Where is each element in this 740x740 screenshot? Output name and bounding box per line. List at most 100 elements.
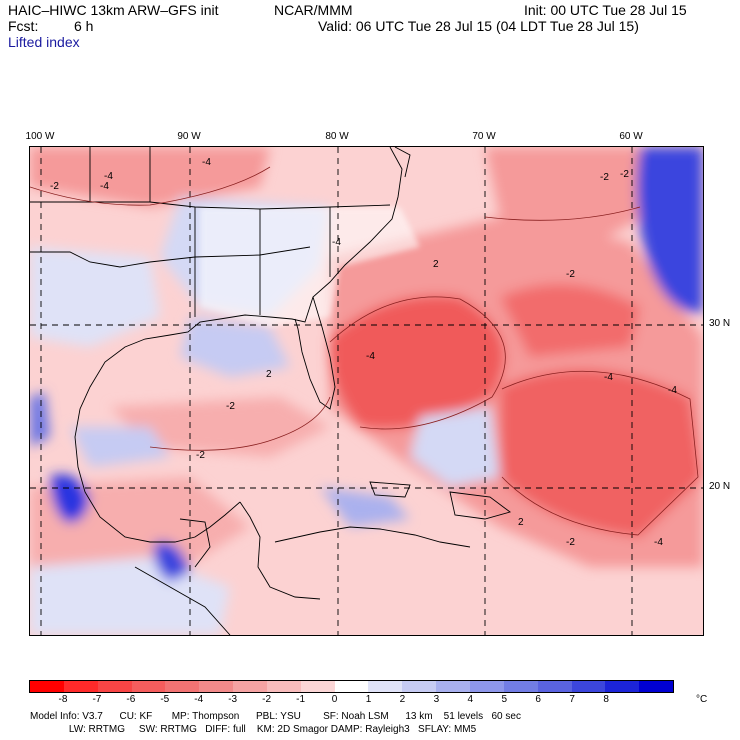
colorbar: [29, 680, 674, 693]
us-gulf-coast: [74, 147, 403, 543]
land-tint: [200, 207, 420, 327]
contour-label: 2: [433, 259, 439, 270]
strong-negative-area: [500, 284, 640, 357]
contours: [30, 166, 699, 536]
org-label: NCAR/MMM: [274, 2, 353, 18]
colorbar-tick-label: -1: [296, 694, 306, 705]
colorbar-unit: °C: [696, 694, 708, 705]
contour-label: -4: [100, 181, 109, 192]
contour-line: [30, 166, 271, 206]
negative-area: [485, 147, 660, 247]
positive-area: [410, 407, 500, 487]
strong-positive-area: [636, 147, 703, 313]
lon-label: 60 W: [619, 131, 643, 142]
mexico-pacific-coast: [134, 566, 231, 635]
colorbar-tick-label: -4: [194, 694, 204, 705]
florida-coast: [294, 296, 336, 410]
valid-time: Valid: 06 UTC Tue 28 Jul 15 (04 LDT Tue …: [318, 18, 639, 34]
colorbar-swatch: [571, 681, 606, 692]
colorbar-tick-label: -8: [58, 694, 68, 705]
contour-label: -4: [366, 351, 375, 362]
field-name: Lifted index: [8, 34, 80, 50]
colorbar-tick-label: 5: [501, 694, 508, 705]
contour-label: -4: [104, 171, 113, 182]
lat-label: 20 N: [709, 481, 731, 492]
jamaica: [369, 481, 411, 498]
colorbar-swatch: [266, 681, 301, 692]
colorbar-swatch: [63, 681, 98, 692]
colorbar-tick-label: 3: [433, 694, 440, 705]
colorbar-tick-label: 1: [365, 694, 372, 705]
chesapeake: [394, 147, 411, 178]
contour-label: -2: [196, 450, 205, 461]
colorbar-swatch: [605, 681, 640, 692]
colorbar-swatch: [402, 681, 437, 692]
cuba-coast: [274, 526, 471, 548]
map-canvas: -2 -4 -4 -4 2 -2 -2 -4 -2 -4 -4 -2 2 -4 …: [30, 147, 703, 635]
contour-label: -2: [50, 181, 59, 192]
contour-label-group: -2 -4 -4 -4 2 -2 -2 -4 -2 -4 -4 -2 2 -4 …: [50, 157, 677, 548]
colorbar-swatch: [97, 681, 132, 692]
colorbar-tick-label: -2: [262, 694, 272, 705]
colorbar-swatch: [537, 681, 572, 692]
colorbar-tick-label: 8: [603, 694, 609, 705]
contour-label: -4: [654, 537, 663, 548]
colorbar-tick-label: -5: [160, 694, 170, 705]
state-border: [89, 147, 331, 317]
colorbar-swatch: [30, 681, 64, 692]
contour-label: -2: [566, 269, 575, 280]
colorbar-tick-label: 2: [399, 694, 406, 705]
lon-label: 70 W: [472, 131, 496, 142]
colorbar-swatch: [300, 681, 335, 692]
contour-label: -4: [332, 237, 341, 248]
lat-label: 30 N: [709, 318, 731, 329]
colorbar-swatch: [233, 681, 267, 692]
colorbar-tick-label: 4: [467, 694, 474, 705]
coastlines: [30, 147, 511, 635]
colorbar-tick-label: -7: [92, 694, 102, 705]
land-area: [200, 207, 420, 327]
contour-label: 2: [518, 517, 524, 528]
colorbar-tick-label: -3: [228, 694, 238, 705]
model-title: HAIC–HIWC 13km ARW–GFS init: [8, 2, 219, 18]
strong-positive-area: [154, 541, 190, 582]
colorbar-swatch: [334, 681, 369, 692]
contour-label: -2: [226, 401, 235, 412]
central-america-border: [179, 518, 211, 568]
field-shading: [30, 147, 703, 635]
colorbar-tick-label: 0: [331, 694, 338, 705]
state-border: [30, 246, 311, 268]
colorbar-swatch: [368, 681, 403, 692]
colorbar-swatch: [639, 681, 674, 692]
contour-label: -2: [566, 537, 575, 548]
contour-label: -4: [668, 385, 677, 396]
model-info-line1: Model Info: V3.7 CU: KF MP: Thompson PBL…: [30, 711, 521, 722]
contour-line: [484, 206, 641, 221]
contour-label: -4: [604, 372, 613, 383]
strong-positive-area: [30, 392, 50, 447]
colorbar-tick-label: -6: [126, 694, 136, 705]
hispaniola: [449, 491, 511, 520]
contour-line: [501, 370, 699, 536]
negative-area: [110, 397, 330, 457]
contour-line: [149, 396, 331, 451]
positive-area: [180, 317, 290, 377]
colorbar-tick-label: 7: [569, 694, 575, 705]
lon-label: 100 W: [25, 131, 55, 142]
colorbar-swatch: [199, 681, 234, 692]
colorbar-swatch: [165, 681, 200, 692]
model-info-line2: LW: RRTMG SW: RRTMG DIFF: full KM: 2D Sm…: [30, 724, 477, 735]
contour-label: -2: [620, 169, 629, 180]
colorbar-swatch: [436, 681, 470, 692]
strong-positive-area: [50, 474, 90, 523]
lon-label: 80 W: [325, 131, 349, 142]
lon-label: 90 W: [177, 131, 201, 142]
init-time: Init: 00 UTC Tue 28 Jul 15: [524, 2, 687, 18]
colorbar-swatch: [503, 681, 538, 692]
graticule: [30, 147, 703, 635]
colorbar-tick-label: 6: [535, 694, 541, 705]
strong-negative-area: [500, 369, 703, 537]
contour-line: [329, 296, 506, 430]
colorbar-swatch: [131, 681, 166, 692]
forecast-hour: 6 h: [74, 18, 94, 34]
